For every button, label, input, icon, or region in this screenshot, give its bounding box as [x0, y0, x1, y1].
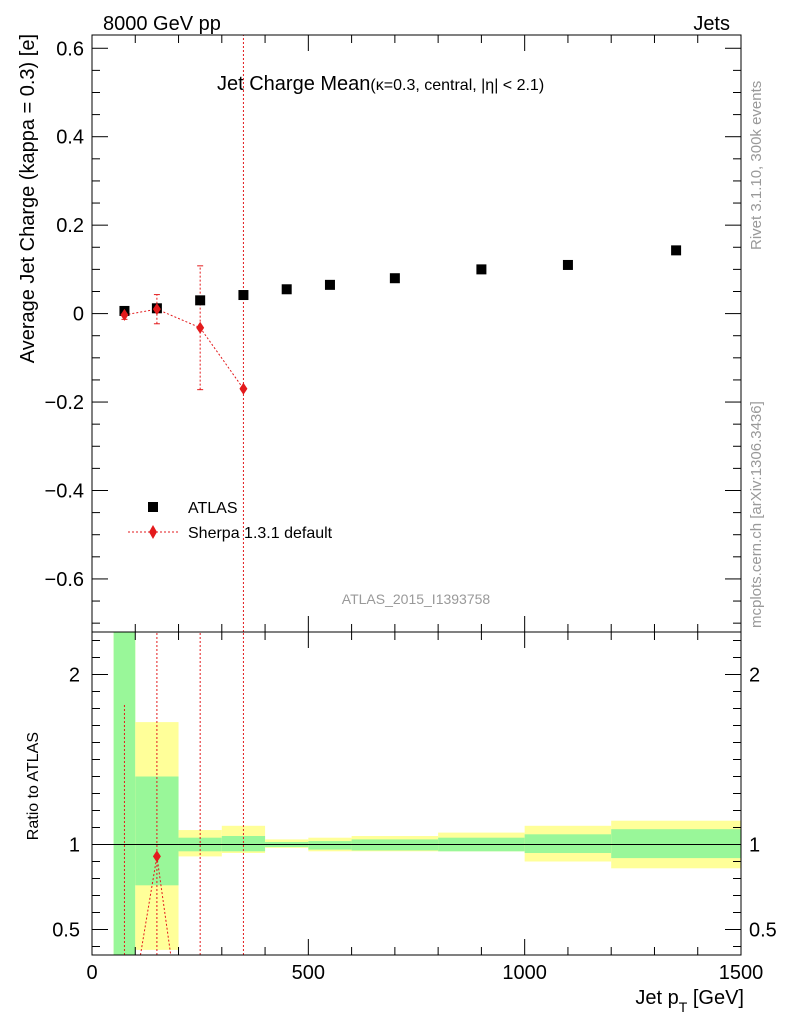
header-right: Jets	[693, 13, 730, 35]
analysis-watermark: ATLAS_2015_I1393758	[342, 591, 491, 607]
data-point	[562, 259, 573, 270]
x-axis-label-sub: T	[679, 999, 688, 1015]
legend: ATLAS Sherpa 1.3.1 default	[128, 500, 333, 542]
x-tick-label: 1500	[719, 962, 764, 984]
data-point	[195, 295, 206, 306]
plot-title-qualifier: (κ=0.3, central, |η| < 2.1)	[370, 77, 544, 94]
mcplots-label: mcplots.cern.ch [arXiv:1306.3436]	[748, 401, 765, 628]
data-point	[281, 284, 292, 295]
ratio-band-inner	[308, 841, 352, 850]
legend-mc-label: Sherpa 1.3.1 default	[188, 525, 333, 542]
legend-mc-marker	[149, 525, 157, 539]
mc-point	[120, 308, 129, 321]
x-tick-label: 500	[292, 962, 325, 984]
y-tick-label-main: 0.6	[56, 38, 84, 60]
y-tick-label-main: 0.2	[56, 215, 84, 237]
y-tick-label-ratio-right: 2	[749, 665, 760, 687]
mc-series-line	[124, 308, 244, 390]
mc-point	[152, 303, 161, 316]
y-tick-label-main: −0.4	[45, 480, 84, 502]
ratio-panel: 0.5 0.5 1 1 2 2 0 500 1000 1500	[52, 631, 777, 984]
mc-point	[239, 382, 248, 395]
data-point	[324, 279, 335, 290]
data-point	[389, 273, 400, 284]
ratio-band-inner	[611, 829, 741, 859]
x-tick-label: 1000	[502, 962, 547, 984]
x-tick-label: 0	[86, 962, 97, 984]
ratio-mc-point	[152, 850, 161, 863]
ratio-band-inner	[524, 834, 612, 853]
y-tick-label-main: −0.6	[45, 569, 84, 591]
legend-data-marker	[148, 502, 158, 512]
y-tick-label-ratio-left: 1	[69, 835, 80, 857]
rivet-label: Rivet 3.1.10, 300k events	[748, 81, 765, 250]
ratio-band-inner	[221, 836, 266, 852]
main-panel: −0.6 −0.4 −0.2 0 0.2 0.4 0.6	[45, 34, 742, 633]
legend-data-label: ATLAS	[188, 500, 238, 517]
plot-title-main: Jet Charge Mean	[217, 73, 370, 95]
y-axis-label-main: Average Jet Charge (kappa = 0.3) [e]	[17, 34, 39, 363]
y-tick-label-ratio-left: 0.5	[52, 920, 80, 942]
data-point	[476, 264, 487, 275]
y-tick-label-ratio-right: 0.5	[749, 920, 777, 942]
y-tick-label-main: −0.2	[45, 392, 84, 414]
y-tick-label-main: 0	[73, 304, 84, 326]
y-tick-label-main: 0.4	[56, 127, 84, 149]
data-point	[238, 290, 249, 301]
header-left: 8000 GeV pp	[103, 13, 221, 35]
y-tick-label-ratio-right: 1	[749, 835, 760, 857]
x-axis-label-unit: [GeV]	[687, 987, 744, 1009]
mc-point	[196, 321, 205, 334]
x-axis-label: Jet pT [GeV]	[635, 987, 744, 1015]
ratio-frame	[91, 631, 742, 956]
x-axis-label-main: Jet p	[635, 987, 678, 1009]
ratio-mc-line	[139, 856, 172, 956]
main-frame	[91, 34, 742, 633]
plot-title: Jet Charge Mean(κ=0.3, central, |η| < 2.…	[217, 73, 544, 95]
y-axis-label-ratio: Ratio to ATLAS	[25, 732, 42, 840]
y-tick-label-ratio-left: 2	[69, 665, 80, 687]
data-point	[671, 245, 682, 256]
